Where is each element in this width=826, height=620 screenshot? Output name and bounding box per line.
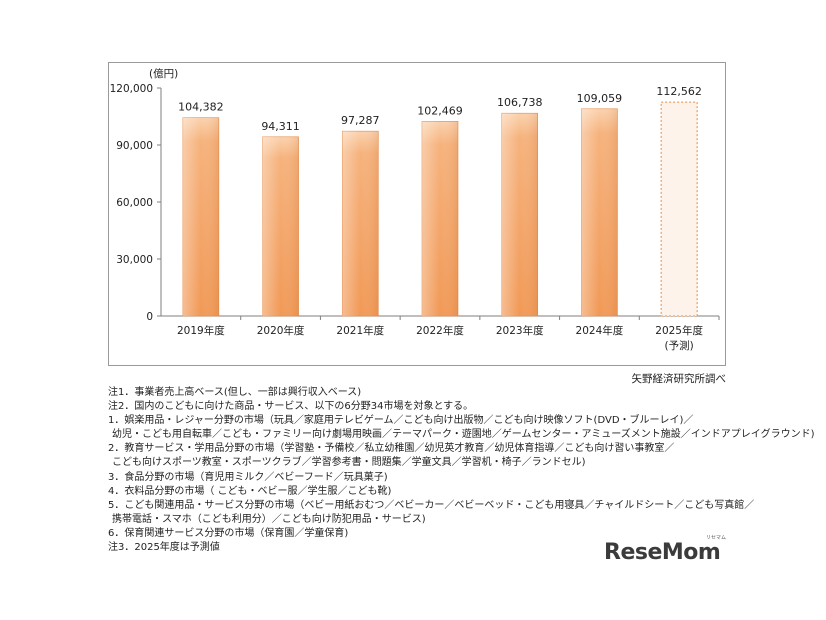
note-line: 注1．事業者売上高ベース(但し、一部は興行収入ベース) bbox=[108, 387, 362, 398]
x-tick-label: 2023年度 bbox=[496, 324, 544, 337]
x-tick-label: 2021年度 bbox=[336, 324, 384, 337]
x-tick-label: 2022年度 bbox=[416, 324, 464, 337]
source-note: 矢野経済研究所調べ bbox=[631, 373, 727, 385]
note-line: 注3．2025年度は予測値 bbox=[108, 542, 220, 554]
x-tick-label: 2024年度 bbox=[576, 324, 624, 337]
bar-shade bbox=[342, 131, 379, 316]
y-tick-label: 90,000 bbox=[116, 140, 153, 152]
chart-frame: (億円) 0 30,000 60,000 90,000 120,000 104,382 201… bbox=[108, 62, 726, 366]
note-line: 2．教育サービス・学用品分野の市場（学習塾・予備校／私立幼稚園／幼児英才教育／幼… bbox=[108, 443, 675, 455]
note-line: 6．保育関連サービス分野の市場（保育園／学童保育) bbox=[108, 527, 349, 539]
bar-shade bbox=[501, 113, 538, 316]
bar-forecast bbox=[660, 101, 698, 317]
data-label: 104,382 bbox=[178, 101, 224, 114]
x-tick-label: 2025年度 bbox=[655, 324, 703, 337]
data-label: 97,287 bbox=[341, 114, 380, 127]
data-label: 109,059 bbox=[577, 92, 623, 105]
bar-shade bbox=[182, 117, 219, 316]
resemom-logo: ReseMom bbox=[604, 540, 721, 565]
y-tick-label: 60,000 bbox=[116, 197, 153, 209]
note-line: 幼児・こども用自転車／こども・ファミリー向け劇場用映画／テーマパーク・遊園地／ゲ… bbox=[112, 429, 815, 441]
note-line: こども向けスポーツ教室・スポーツクラブ／学習参考書・問題集／学童文具／学習机・椅… bbox=[112, 457, 586, 469]
data-label: 112,562 bbox=[656, 85, 702, 98]
note-line: 3．食品分野の市場（育児用ミルク／ベビーフード／玩具菓子) bbox=[108, 471, 388, 483]
notes-block: 注1．事業者売上高ベース(但し、一部は興行収入ベース) 注2．国内のこどもに向け… bbox=[108, 386, 815, 555]
note-line: 5．こども関連用品・サービス分野の市場（ベビー用紙おむつ／ベビーカー／ベビーベッ… bbox=[108, 499, 755, 511]
data-label: 102,469 bbox=[417, 104, 463, 117]
bar-shade bbox=[581, 108, 618, 316]
data-label: 94,311 bbox=[261, 120, 300, 133]
bar-chart: (億円) 0 30,000 60,000 90,000 120,000 104,382 201… bbox=[110, 67, 720, 352]
bar-shade bbox=[422, 121, 458, 316]
y-tick-label: 0 bbox=[146, 311, 153, 323]
y-tick-label: 30,000 bbox=[116, 254, 153, 266]
y-axis-unit: (億円) bbox=[149, 67, 178, 80]
x-tick-label: 2020年度 bbox=[257, 324, 305, 337]
note-line: 携帯電話・スマホ（こども利用分）／こども向け防犯用品・サービス) bbox=[112, 513, 426, 525]
x-tick-sublabel: (予測) bbox=[665, 339, 694, 352]
note-line: 4．衣料品分野の市場（ こども・ベビー服／学生服／こども靴) bbox=[108, 485, 392, 497]
x-tick-label: 2019年度 bbox=[177, 324, 225, 337]
resemom-logo-sub: リセマム bbox=[706, 535, 727, 541]
bar-shade bbox=[262, 136, 299, 316]
data-label: 106,738 bbox=[497, 96, 543, 109]
note-line: 1．娯楽用品・レジャー分野の市場（玩具／家庭用テレビゲーム／こども向け出版物／こ… bbox=[108, 415, 694, 427]
y-tick-label: 120,000 bbox=[110, 83, 153, 95]
note-line: 注2．国内のこどもに向けた商品・サービス、以下の6分野34市場を対象とする。 bbox=[108, 401, 474, 413]
